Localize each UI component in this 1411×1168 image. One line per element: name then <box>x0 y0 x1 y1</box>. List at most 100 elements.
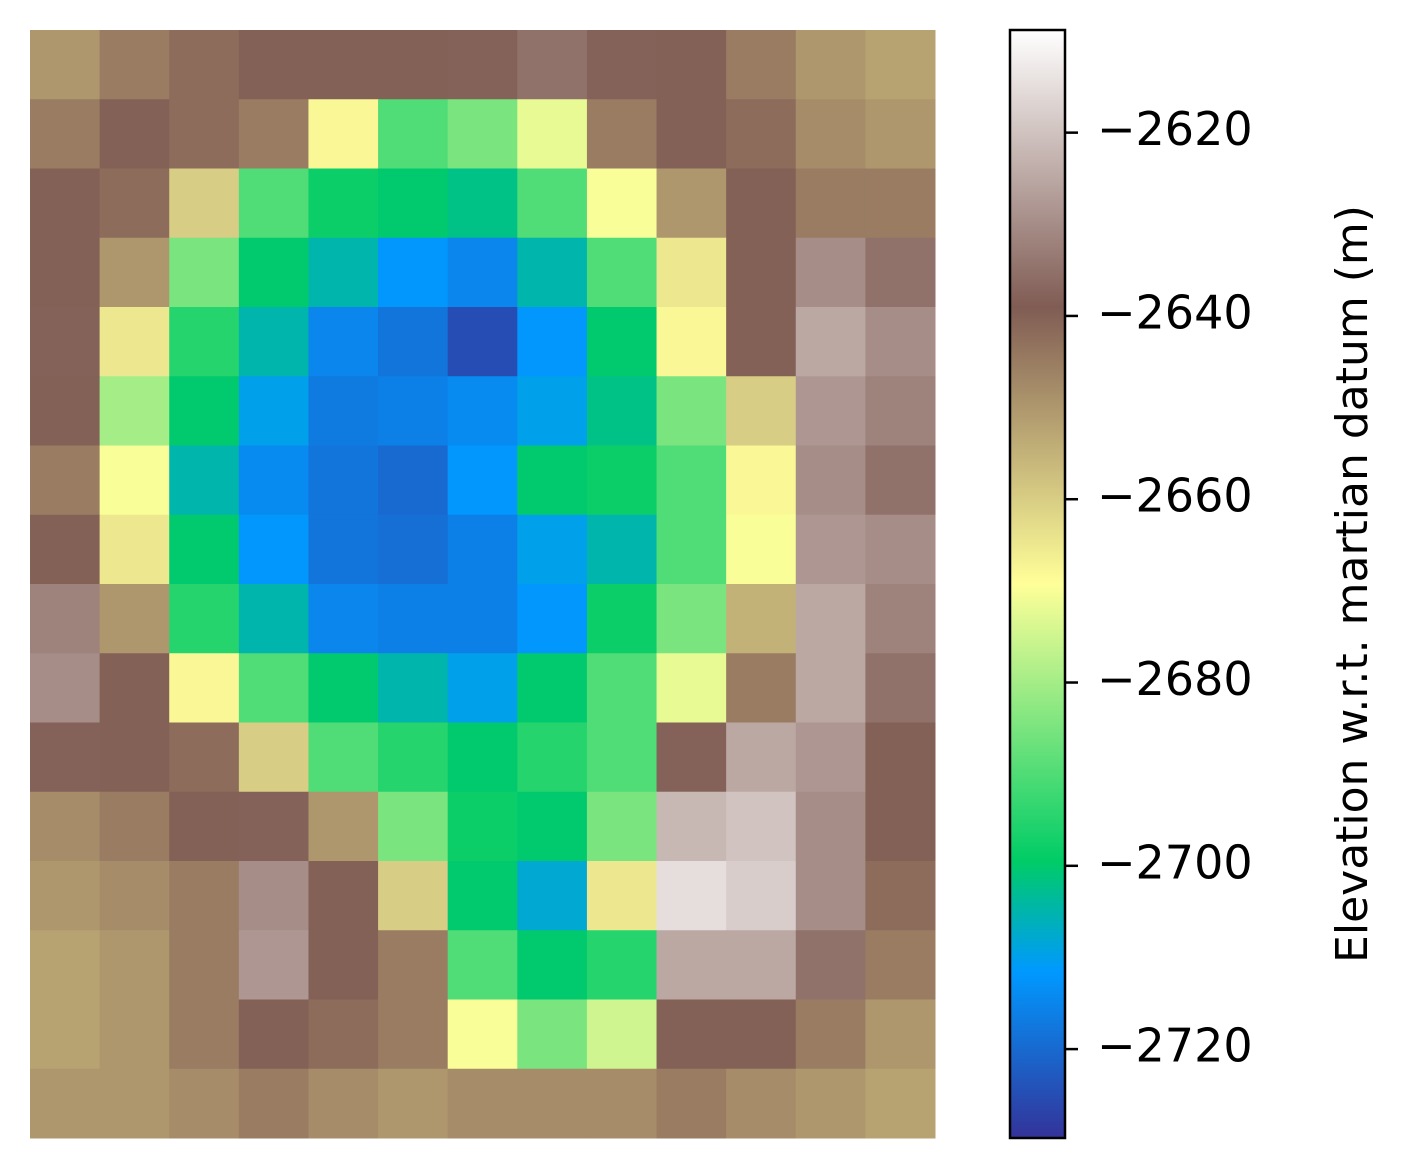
heatmap-cell <box>30 653 101 723</box>
heatmap-cell <box>795 99 866 169</box>
heatmap-cell <box>99 722 170 793</box>
heatmap-cell <box>656 376 727 446</box>
heatmap-cell <box>726 861 797 931</box>
heatmap-cell <box>726 722 797 793</box>
heatmap-cell <box>378 653 449 723</box>
heatmap-cell <box>169 237 240 308</box>
heatmap-cell <box>308 307 379 377</box>
heatmap-cell <box>238 791 309 862</box>
colorbar-tick-label: −2700 <box>1097 835 1253 889</box>
heatmap-cell <box>586 307 658 377</box>
heatmap-cell <box>656 445 727 516</box>
heatmap-cell <box>656 861 727 931</box>
heatmap-cell <box>795 653 866 723</box>
heatmap-cell <box>586 653 658 723</box>
heatmap-cell <box>517 1068 588 1139</box>
heatmap-cell <box>308 1068 379 1139</box>
heatmap-cell <box>865 930 936 1000</box>
heatmap-cell <box>447 168 518 239</box>
heatmap-cell <box>656 99 727 169</box>
heatmap-cell <box>378 1068 449 1139</box>
heatmap-cell <box>308 168 379 239</box>
heatmap-cell <box>517 307 588 377</box>
heatmap-cell <box>517 376 588 446</box>
heatmap-cell <box>99 999 170 1070</box>
heatmap-cell <box>865 168 936 239</box>
heatmap-cell <box>30 99 101 169</box>
heatmap-cell <box>865 861 936 931</box>
heatmap-cell <box>795 861 866 931</box>
heatmap-cell <box>30 445 101 516</box>
heatmap-cell <box>586 1068 658 1139</box>
heatmap-cell <box>169 376 240 446</box>
heatmap <box>30 30 936 1139</box>
heatmap-cell <box>656 514 727 585</box>
heatmap-cell <box>586 722 658 793</box>
heatmap-cell <box>517 791 588 862</box>
heatmap-cell <box>238 445 309 516</box>
heatmap-cell <box>447 861 518 931</box>
heatmap-cell <box>656 1068 727 1139</box>
heatmap-cell <box>865 307 936 377</box>
heatmap-cell <box>447 653 518 723</box>
heatmap-cell <box>795 722 866 793</box>
heatmap-cell <box>586 99 658 169</box>
heatmap-cell <box>656 653 727 723</box>
heatmap-cell <box>865 237 936 308</box>
heatmap-cell <box>378 999 449 1070</box>
heatmap-cell <box>795 514 866 585</box>
heatmap-cell <box>447 722 518 793</box>
heatmap-cell <box>726 445 797 516</box>
heatmap-cell <box>30 722 101 793</box>
heatmap-cell <box>99 376 170 446</box>
heatmap-cell <box>308 30 379 100</box>
heatmap-cell <box>238 584 309 654</box>
heatmap-cell <box>378 445 449 516</box>
heatmap-cell <box>99 99 170 169</box>
heatmap-cell <box>726 514 797 585</box>
heatmap-cell <box>586 376 658 446</box>
heatmap-cell <box>30 861 101 931</box>
heatmap-cell <box>378 791 449 862</box>
heatmap-cell <box>308 861 379 931</box>
heatmap-cell <box>656 30 727 100</box>
heatmap-cell <box>169 514 240 585</box>
heatmap-cell <box>169 30 240 100</box>
heatmap-cell <box>795 584 866 654</box>
heatmap-cell <box>169 445 240 516</box>
heatmap-cell <box>169 930 240 1000</box>
heatmap-cell <box>865 514 936 585</box>
heatmap-cell <box>169 791 240 862</box>
heatmap-cell <box>865 999 936 1070</box>
colorbar-tick-label: −2640 <box>1097 285 1253 339</box>
heatmap-cell <box>656 237 727 308</box>
colorbar-frame <box>1008 28 1067 1140</box>
heatmap-cell <box>169 99 240 169</box>
heatmap-cell <box>447 930 518 1000</box>
colorbar-tick-label: −2660 <box>1097 469 1253 523</box>
heatmap-cell <box>656 930 727 1000</box>
heatmap-cell <box>865 653 936 723</box>
heatmap-cell <box>99 168 170 239</box>
heatmap-cell <box>238 99 309 169</box>
heatmap-cell <box>517 999 588 1070</box>
heatmap-cell <box>517 445 588 516</box>
heatmap-cell <box>378 722 449 793</box>
heatmap-cell <box>795 1068 866 1139</box>
heatmap-cell <box>447 584 518 654</box>
heatmap-cell <box>726 30 797 100</box>
heatmap-cell <box>378 99 449 169</box>
heatmap-cell <box>865 30 936 100</box>
heatmap-cell <box>517 930 588 1000</box>
heatmap-cell <box>586 514 658 585</box>
heatmap-cell <box>447 514 518 585</box>
heatmap-cell <box>726 99 797 169</box>
heatmap-cell <box>726 237 797 308</box>
heatmap-cell <box>726 376 797 446</box>
heatmap-cell <box>238 999 309 1070</box>
heatmap-cell <box>308 930 379 1000</box>
heatmap-cell <box>30 1068 101 1139</box>
heatmap-cell <box>308 653 379 723</box>
heatmap-cell <box>30 584 101 654</box>
